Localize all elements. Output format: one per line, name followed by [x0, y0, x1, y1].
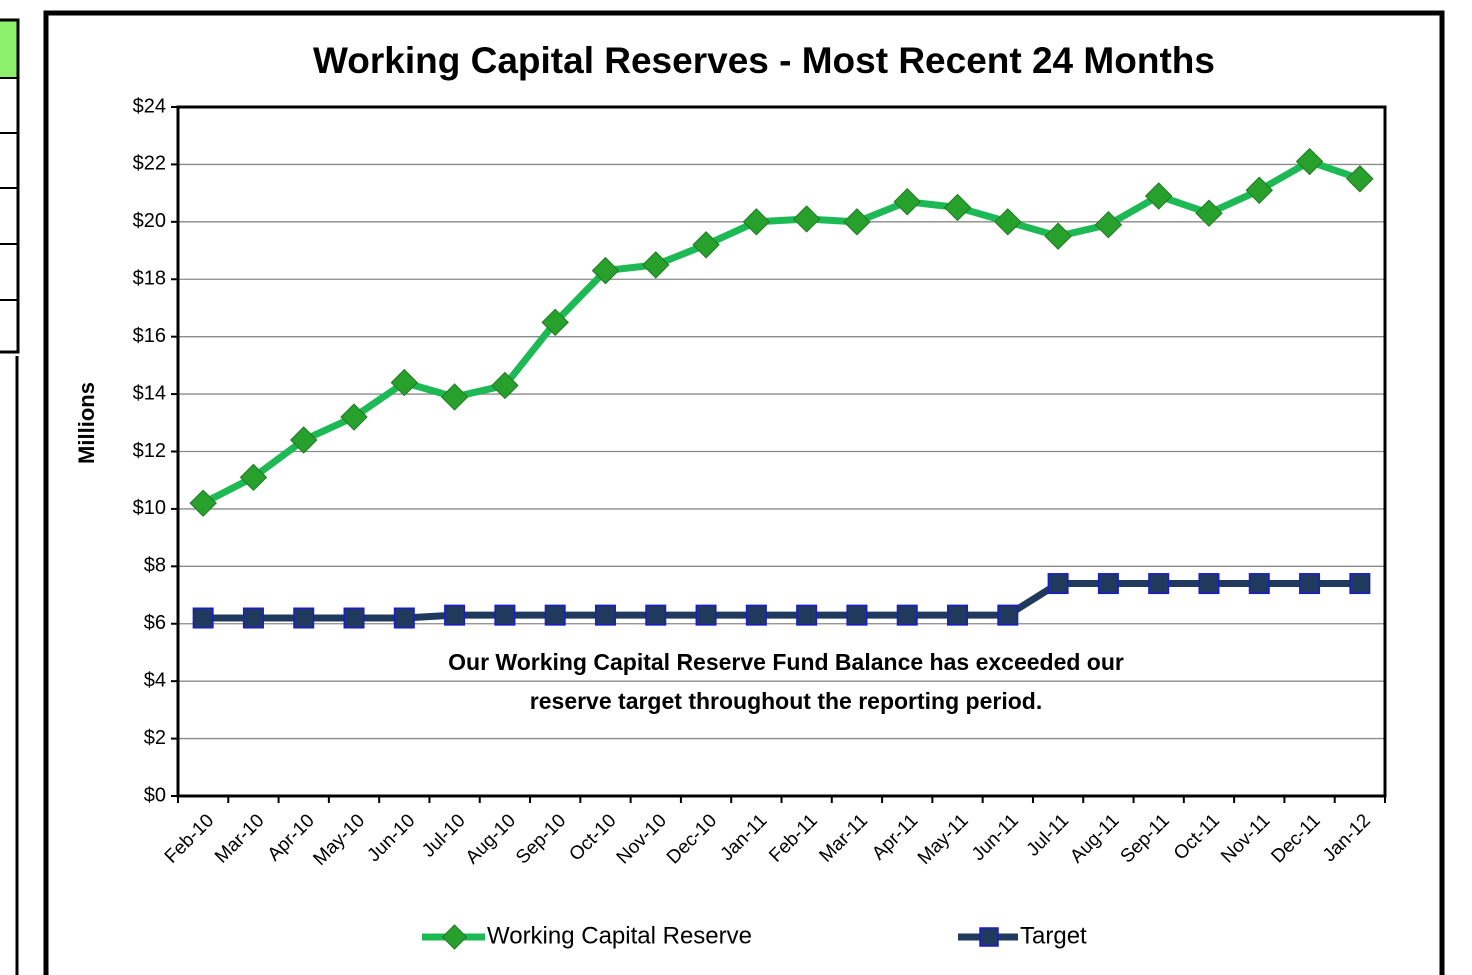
data-point — [792, 205, 821, 233]
y-tick-label: $14 — [133, 382, 166, 404]
data-point — [1044, 222, 1072, 250]
data-point — [994, 208, 1022, 236]
data-point — [293, 607, 315, 629]
legend-label: Working Capital Reserve — [487, 922, 752, 949]
data-point — [1295, 147, 1324, 176]
side-table — [0, 18, 20, 975]
data-point — [796, 604, 818, 626]
data-point — [491, 371, 519, 400]
data-point — [544, 604, 566, 626]
y-tick-label: $0 — [144, 784, 166, 806]
data-point — [494, 604, 516, 626]
data-point — [1195, 199, 1223, 227]
y-tick-label: $20 — [133, 210, 166, 232]
data-point — [1299, 573, 1321, 595]
data-point — [393, 607, 415, 629]
data-point — [390, 368, 419, 397]
data-point — [745, 604, 767, 626]
legend-marker — [441, 924, 468, 950]
y-axis-label: Millions — [74, 382, 99, 464]
data-point — [943, 193, 972, 222]
legend-label: Target — [1020, 922, 1087, 949]
data-point — [642, 251, 670, 279]
y-tick-label: $22 — [133, 153, 166, 175]
y-tick-label: $8 — [144, 555, 166, 577]
data-point — [1097, 573, 1119, 595]
data-point — [340, 403, 368, 431]
data-point — [692, 231, 720, 259]
y-tick-label: $12 — [133, 440, 166, 462]
data-point — [1047, 573, 1069, 595]
annotation: Our Working Capital Reserve Fund Balance… — [448, 649, 1124, 675]
y-tick-label: $10 — [133, 497, 166, 519]
data-point — [896, 604, 918, 626]
y-tick-label: $16 — [133, 325, 166, 347]
data-point — [189, 489, 217, 517]
data-point — [440, 383, 469, 411]
chart-frame — [43, 10, 1445, 975]
data-point — [242, 607, 264, 629]
data-point — [893, 188, 921, 216]
data-point — [541, 308, 569, 337]
data-point — [695, 604, 717, 626]
y-tick-label: $24 — [133, 95, 166, 117]
data-point — [1248, 573, 1270, 595]
data-point — [591, 256, 620, 285]
data-point — [846, 604, 868, 626]
data-point — [343, 607, 365, 629]
data-point — [192, 607, 214, 629]
data-point — [947, 604, 969, 626]
data-point — [1346, 165, 1374, 193]
chart-title: Working Capital Reserves - Most Recent 2… — [313, 40, 1215, 81]
data-point — [1198, 573, 1220, 595]
data-point — [645, 604, 667, 626]
data-point — [997, 604, 1019, 626]
annotation: reserve target throughout the reporting … — [530, 688, 1042, 714]
side-border — [0, 18, 20, 354]
legend-marker — [979, 927, 999, 947]
y-tick-label: $18 — [133, 268, 166, 290]
data-point — [1094, 210, 1123, 239]
y-tick-label: $4 — [144, 669, 166, 691]
data-point — [742, 208, 771, 236]
data-point — [843, 208, 871, 236]
data-point — [1245, 176, 1273, 204]
data-point — [1144, 182, 1173, 210]
data-point — [594, 604, 616, 626]
data-point — [444, 604, 466, 626]
y-tick-label: $2 — [144, 727, 166, 749]
data-point — [1148, 573, 1170, 595]
y-tick-label: $6 — [144, 612, 166, 634]
data-point — [290, 426, 318, 454]
data-point — [1349, 573, 1371, 595]
side-cell — [0, 20, 18, 78]
data-point — [239, 463, 268, 492]
